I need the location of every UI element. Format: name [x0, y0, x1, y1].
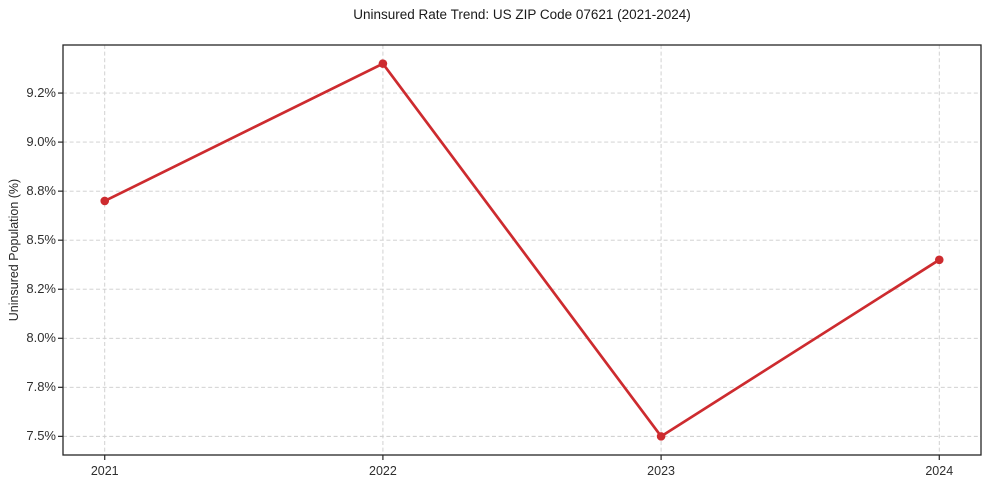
data-point-marker — [378, 59, 388, 68]
y-tick-label: 9.2% — [26, 85, 56, 101]
y-tick-label: 8.8% — [26, 183, 56, 199]
data-point-marker — [656, 432, 666, 441]
x-tick-label: 2021 — [90, 464, 119, 478]
trend-line — [103, 62, 941, 438]
y-tick-label: 8.5% — [26, 232, 56, 248]
data-point-marker — [100, 196, 110, 206]
y-tick-label: 7.8% — [26, 379, 56, 395]
y-tick-label: 8.2% — [26, 281, 56, 297]
y-tick-label: 7.5% — [26, 428, 56, 444]
data-point-marker — [934, 255, 944, 265]
axes-frame — [62, 44, 982, 456]
x-tick-label: 2023 — [647, 464, 675, 478]
chart-title: Uninsured Rate Trend: US ZIP Code 07621 … — [353, 7, 691, 22]
y-axis-title: Uninsured Population (%) — [7, 178, 21, 322]
x-tick-label: 2022 — [369, 464, 397, 478]
y-tick-label: 9.0% — [26, 134, 56, 150]
x-tick-label: 2024 — [925, 464, 954, 478]
y-tick-label: 8.0% — [26, 330, 56, 346]
